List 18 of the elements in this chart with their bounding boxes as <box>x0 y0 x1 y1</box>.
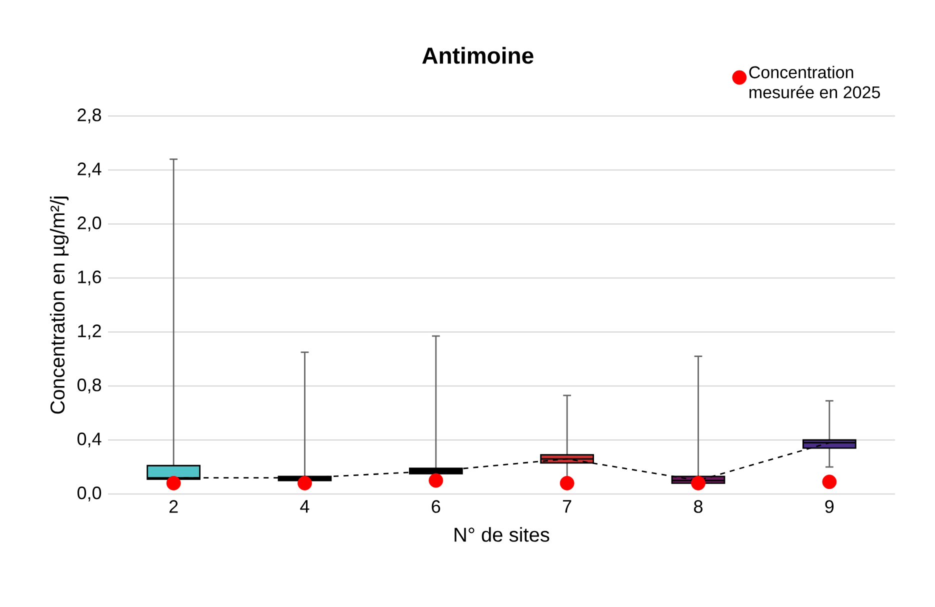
x-axis-title: N° de sites <box>454 527 550 542</box>
y-tick-label: 2,0 <box>78 216 102 232</box>
x-tick-label: 2 <box>169 500 178 513</box>
y-tick-label: 0,8 <box>77 378 102 394</box>
y-tick-label: 1,6 <box>78 270 102 286</box>
x-tick-label: 6 <box>432 500 440 513</box>
legend-label: Concentration mesurée en 2025 <box>749 66 880 98</box>
x-tick-label: 4 <box>300 500 310 513</box>
x-tick-label: 8 <box>694 500 702 513</box>
y-tick-label: 1,2 <box>78 324 101 340</box>
x-tick-label: 9 <box>825 500 834 513</box>
y-tick-label: 2,4 <box>78 162 102 178</box>
y-tick-label: 0,0 <box>77 486 102 502</box>
x-tick-label: 7 <box>563 500 572 513</box>
y-tick-label: 2,8 <box>78 108 102 124</box>
chart-title: Antimoine <box>422 46 534 64</box>
y-axis-title: Concentration en µg/m²/j <box>50 196 69 414</box>
y-tick-label: 0,4 <box>77 432 102 448</box>
